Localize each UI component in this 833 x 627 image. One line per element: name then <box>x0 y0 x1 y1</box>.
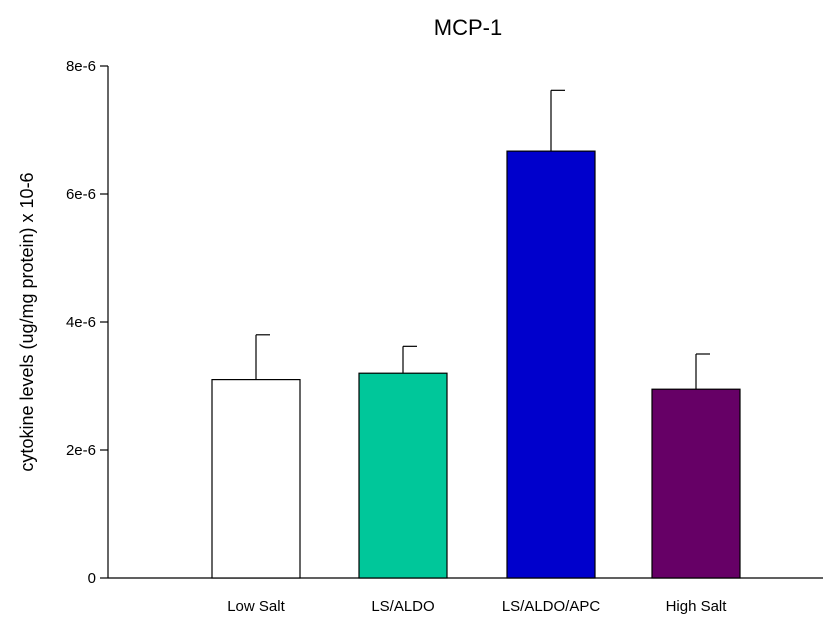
y-tick-label: 8e-6 <box>66 58 96 75</box>
bar <box>506 150 596 579</box>
y-tick-label: 0 <box>88 570 96 587</box>
x-tick-label: LS/ALDO <box>371 598 434 615</box>
y-tick-label: 4e-6 <box>66 314 96 331</box>
x-tick-label: High Salt <box>666 598 728 615</box>
y-axis-title: cytokine levels (ug/mg protein) x 10-6 <box>17 172 37 471</box>
bar <box>651 388 741 579</box>
plot-area: 0 2e-6 4e-6 6e-6 8e-6 Low Salt LS/ALDO LS/ALDO/… <box>66 58 823 615</box>
bar <box>211 379 301 579</box>
y-tick-label: 6e-6 <box>66 186 96 203</box>
bar <box>358 372 448 579</box>
x-tick-label: LS/ALDO/APC <box>502 598 601 615</box>
x-tick-label: Low Salt <box>227 598 285 615</box>
y-tick-label: 2e-6 <box>66 442 96 459</box>
chart-title: MCP-1 <box>434 15 502 40</box>
